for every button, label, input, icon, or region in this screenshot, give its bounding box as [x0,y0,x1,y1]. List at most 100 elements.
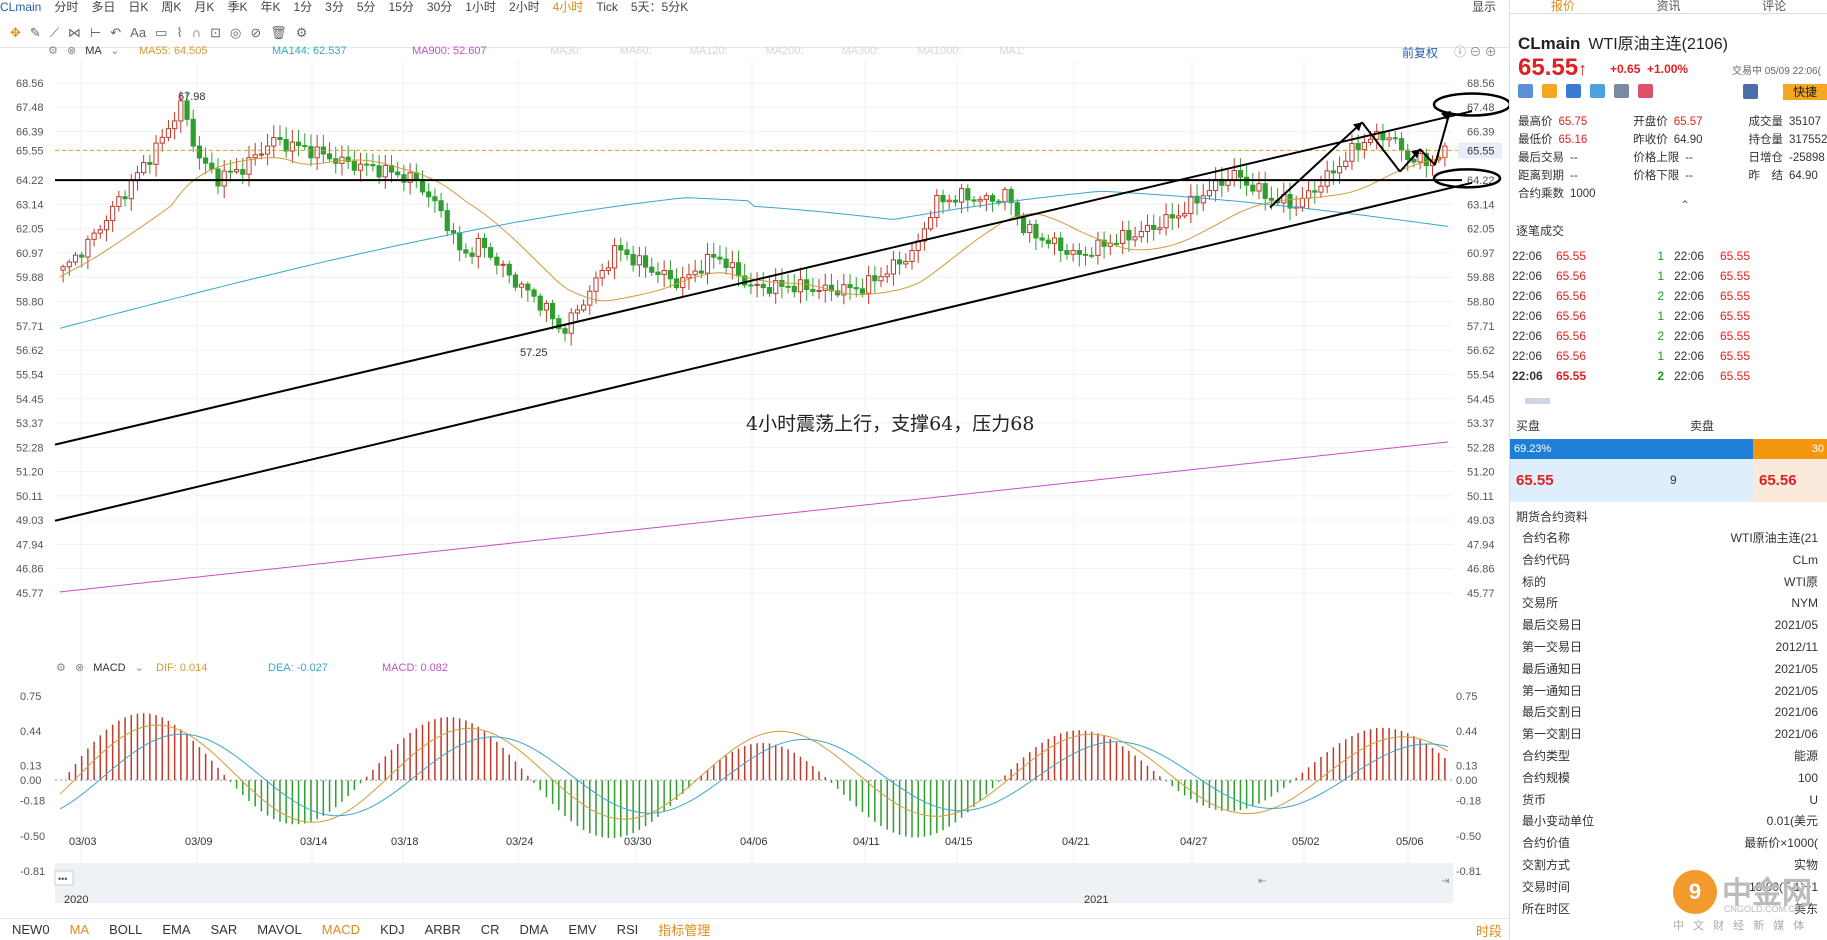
quick-trade-button[interactable]: 快捷 [1783,84,1827,100]
tick-price: 65.55 [1720,309,1751,323]
person-icon[interactable] [1566,84,1581,98]
indicator-tab[interactable]: KDJ [380,922,405,937]
indicator-tab[interactable]: DMA [519,922,549,937]
ma-other-label: MA120: [689,45,728,57]
tag-icon[interactable] [1590,84,1605,98]
undo-icon[interactable]: ↶ [110,24,122,40]
candle-body [940,195,946,203]
chevron-down-icon[interactable]: ⌄ [134,662,144,674]
period-tab[interactable]: 年K [260,0,281,14]
indicator-tab[interactable]: CR [480,922,500,937]
navigator-left-icon: ⇤ [1258,876,1266,887]
lock-icon[interactable]: ⊡ [210,24,221,40]
eye-icon[interactable]: ◎ [229,24,242,40]
indicator-tab[interactable]: MACD [321,922,361,937]
indicator-tab[interactable]: EMA [162,922,191,937]
fork-icon[interactable]: ⋈ [67,24,81,40]
indicator-tab[interactable]: ARBR [424,922,461,937]
indicator-tab[interactable]: MAVOL [257,922,302,937]
display-menu[interactable]: 显示 [1471,0,1496,14]
ma-other-label: MA200: [765,45,804,57]
candle-body [1244,176,1250,186]
info-title: 期货合约资料 [1516,510,1589,524]
quote-value: 35107 [1789,116,1821,128]
zoom-controls[interactable]: ⓘ ⊖ ⊕ [1454,45,1497,59]
price-tick-label: 57.71 [1467,321,1495,333]
flash-icon[interactable] [1542,84,1557,98]
bid-price: 65.55 [1516,472,1554,489]
collapse-icon[interactable]: ⌃ [1680,198,1691,212]
session-button[interactable]: 时段 [1476,924,1503,939]
info-label: 交易所 [1522,596,1559,611]
panel-tab[interactable]: 资讯 [1656,0,1681,13]
text-icon[interactable]: Aa [130,25,147,40]
period-tab[interactable]: 日K [128,0,149,14]
period-tab[interactable]: 15分 [388,0,414,14]
chevron-down-icon[interactable]: ⌄ [110,45,120,57]
arrow-head [1353,122,1362,132]
kline-chart[interactable]: 68.56 68.56 67.48 67.48 66.39 66.39 65.55 65.55… [0,48,1509,918]
macd-tick-label: 0.00 [1456,775,1477,787]
period-tab[interactable]: 1小时 [465,0,496,14]
period-tab[interactable]: 分时 [54,0,79,14]
heart-icon[interactable] [1638,84,1653,98]
close-icon[interactable]: ⊗ [66,45,77,57]
panel-tab[interactable]: 报价 [1550,0,1575,13]
magnet-icon[interactable]: ∩ [191,25,202,40]
candle-body [1039,237,1045,241]
ruler-icon[interactable]: ⊢ [89,24,102,40]
crosshair-icon[interactable]: ✥ [10,24,21,40]
period-tab[interactable]: 季K [227,0,248,14]
bell-icon[interactable] [1743,84,1758,99]
candle-body [680,277,686,289]
brush-icon[interactable]: ⌇ [176,24,183,40]
period-tab[interactable]: 3分 [325,0,344,14]
period-tab[interactable]: 周K [161,0,182,14]
hide-icon[interactable]: ⊘ [250,24,262,40]
toolbar-symbol[interactable]: CLmain [0,0,42,14]
dea-label: DEA: -0.027 [268,662,328,674]
candle-body [958,188,965,203]
restore-toggle[interactable]: 前复权 [1402,46,1439,60]
indicator-tab[interactable]: NEW0 [12,922,50,937]
indicator-tab[interactable]: RSI [616,922,639,937]
comment-icon[interactable]: ▭ [155,24,168,40]
price-change: +0.65 +1.00% [1610,62,1688,76]
grid-icon[interactable] [1518,84,1533,98]
candle-body [692,270,698,276]
price-tick-label: 64.22 [16,175,44,187]
candle-body [983,195,989,200]
candle-body [153,142,159,165]
period-tab[interactable]: 1分 [293,0,313,14]
period-tab[interactable]: 月K [194,0,215,14]
indicator-tab[interactable]: EMV [568,922,597,937]
indicator-tab[interactable]: MA [69,922,90,937]
period-tab[interactable]: 4小时 [552,0,584,14]
period-tab[interactable]: Tick [596,0,618,14]
settings-icon[interactable]: ⚙ [295,24,308,40]
settings-icon[interactable]: ⚙ [48,45,58,57]
panel-tab[interactable]: 评论 [1762,0,1787,13]
pen-icon[interactable]: ✎ [29,24,41,40]
info-value: WTI原 [1784,574,1818,589]
indicator-tab[interactable]: SAR [210,922,238,937]
candle-body [1423,153,1429,167]
period-tab[interactable]: 5天：5分K [630,0,689,14]
candle-body [649,266,655,273]
info-label: 合约规模 [1522,770,1571,785]
period-tab[interactable]: 多日 [91,0,116,14]
close-icon[interactable]: ⊗ [74,662,85,674]
trash-icon[interactable]: 🗑 [270,24,287,40]
candle-body [1157,227,1163,230]
doc-icon[interactable] [1614,84,1629,98]
period-tab[interactable]: 5分 [356,0,376,14]
settings-icon[interactable]: ⚙ [56,662,66,674]
candle-body [1442,145,1448,158]
period-tab[interactable]: 2小时 [508,0,540,14]
quote-cell: 合约乘数 1000 [1518,185,1634,203]
line-icon[interactable]: ⟋ [49,24,59,40]
indicator-tab[interactable]: BOLL [109,922,143,937]
indicator-tab[interactable]: 指标管理 [658,923,711,938]
scrollbar[interactable] [1525,398,1550,404]
period-tab[interactable]: 30分 [426,0,453,14]
